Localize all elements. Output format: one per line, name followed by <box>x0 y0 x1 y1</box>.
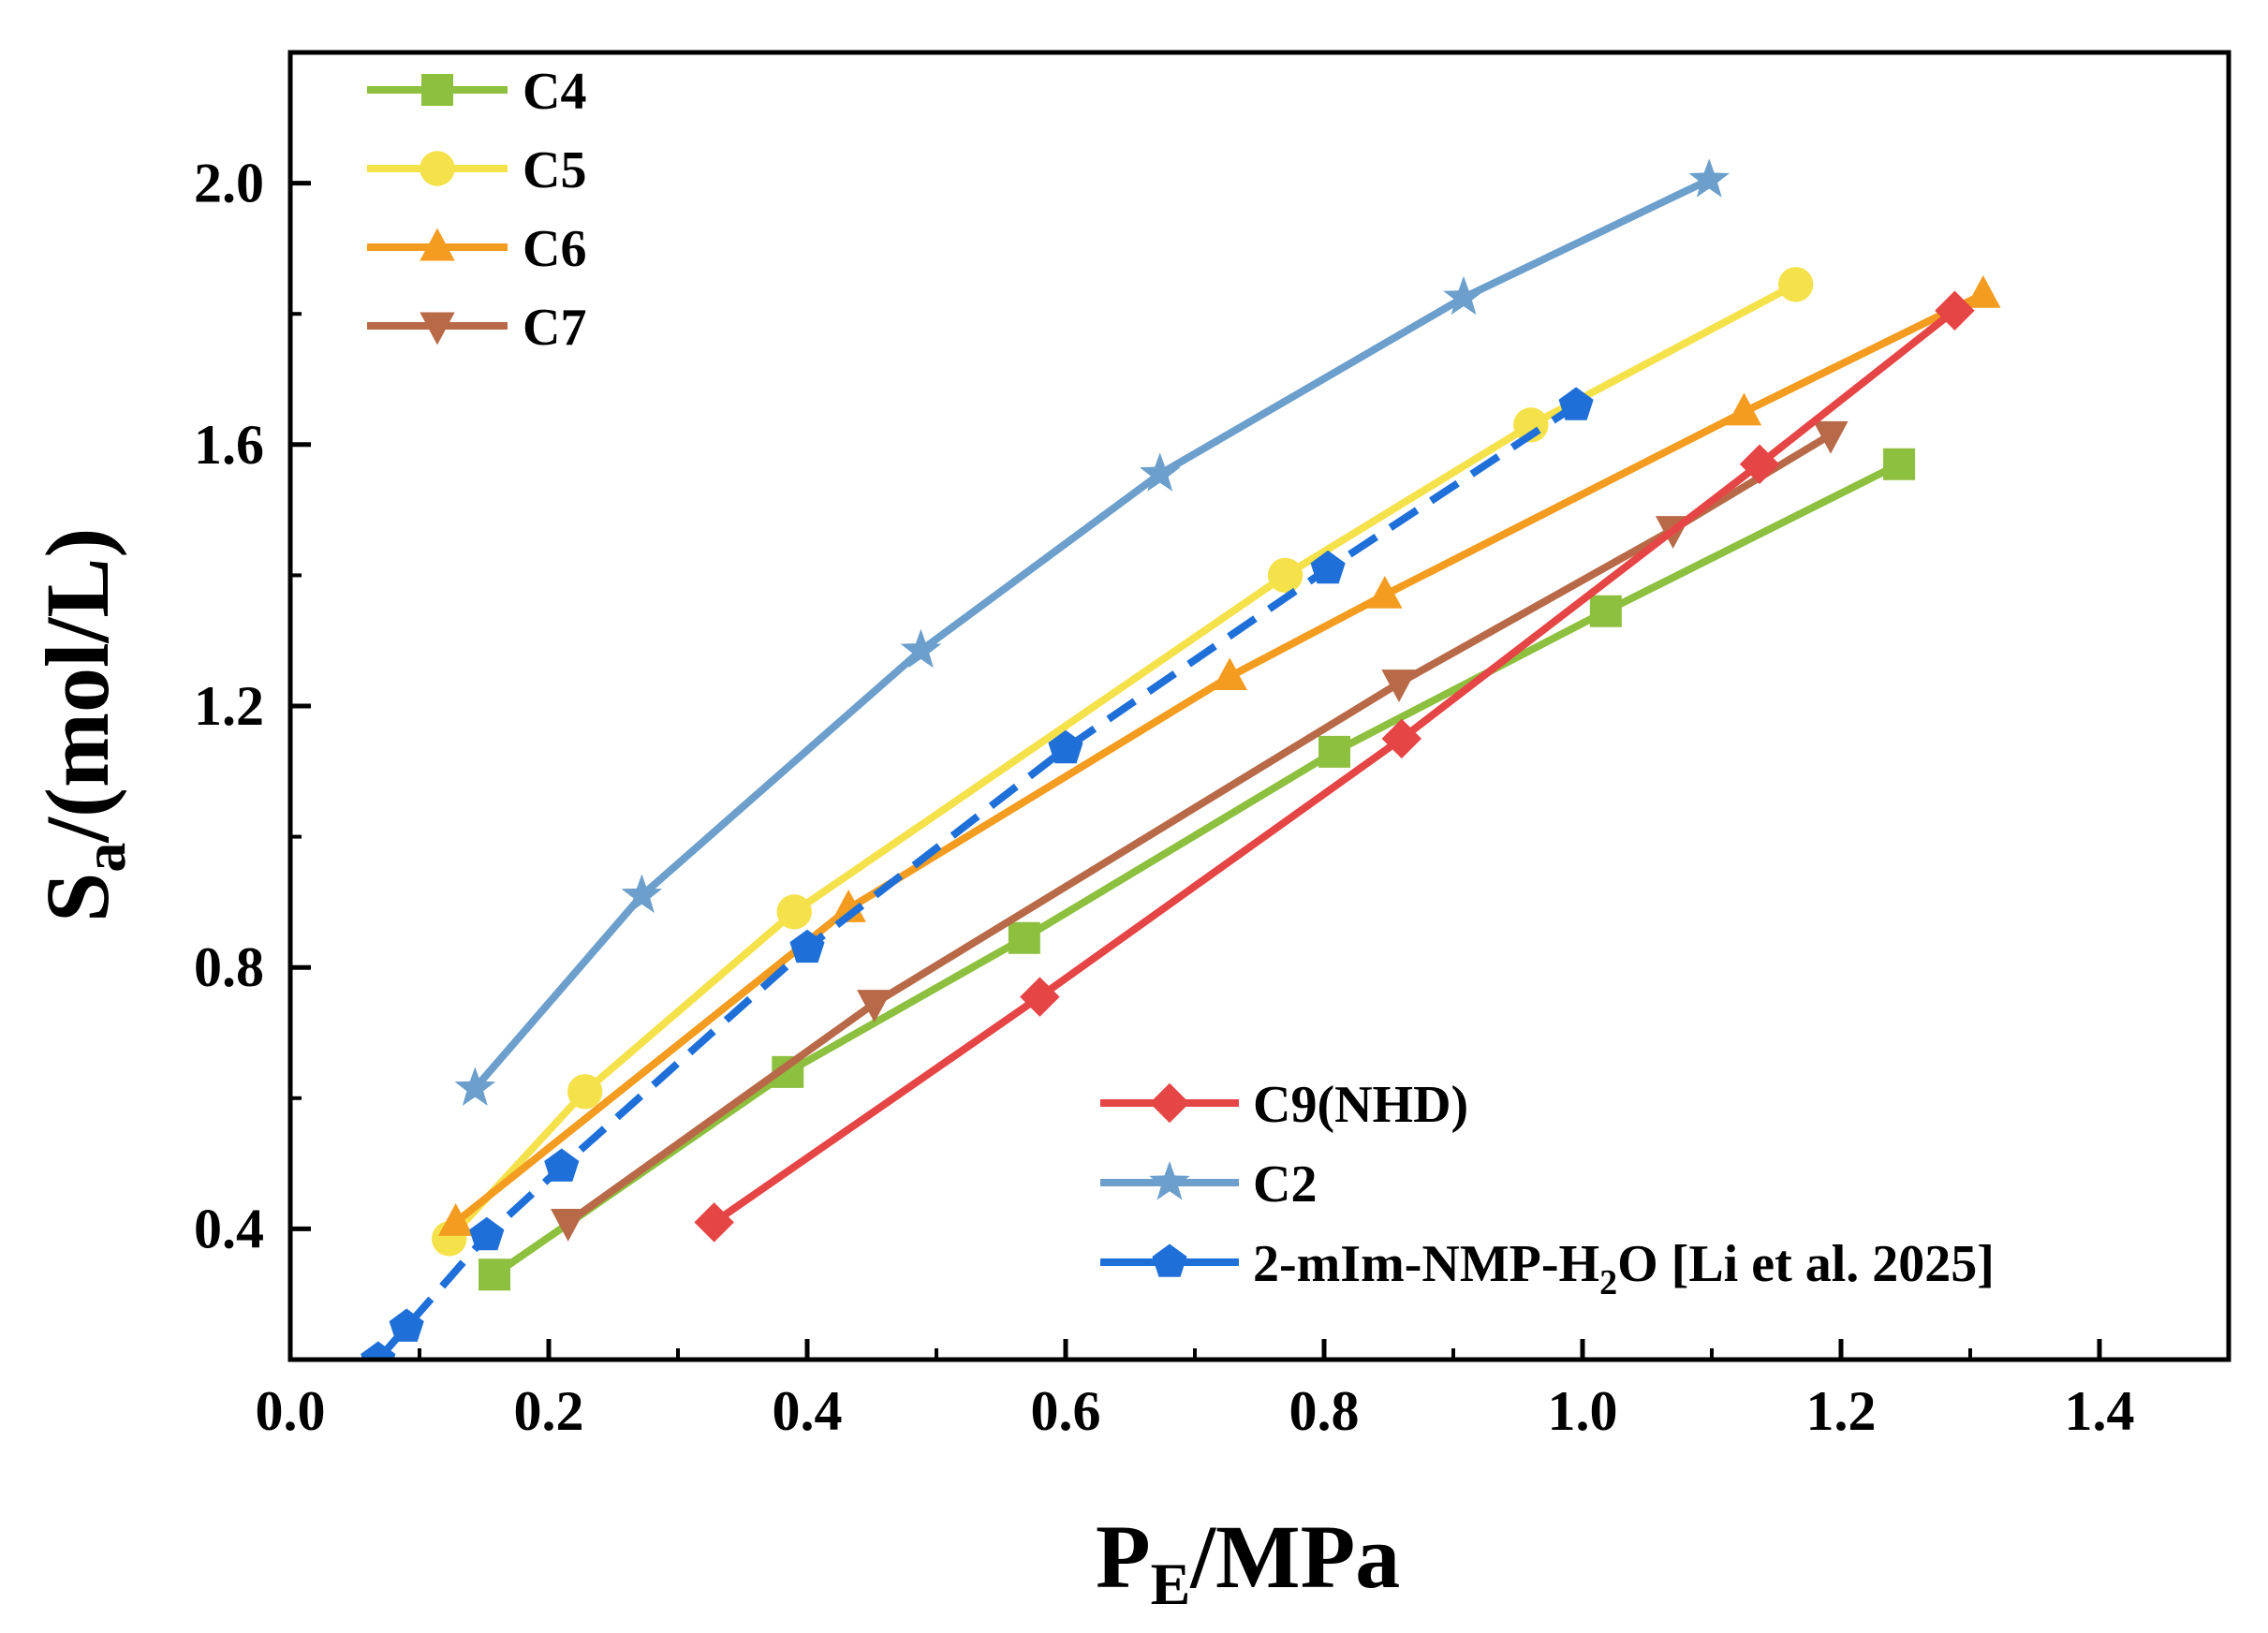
data-point-c6-5 <box>1726 392 1762 426</box>
y-tick-label: 0.4 <box>194 1198 264 1259</box>
data-point-c6-6 <box>1966 274 2001 308</box>
data-point-2-mim-nmp-h2o-li-et-al-2025-4 <box>544 1148 580 1182</box>
legend-label-c5: C5 <box>523 141 586 199</box>
y-tick-label: 1.6 <box>194 414 264 476</box>
data-point-2-mim-nmp-h2o-li-et-al-2025-8 <box>1558 387 1594 420</box>
legend-label-c9-nhd: C9(NHD) <box>1253 1076 1468 1134</box>
legend-entry-2-mim-nmp-h2o-li-et-al-2025: 2-mIm-NMP-H2O [Li et al. 2025] <box>1100 1235 1995 1302</box>
legend-label-2-mim-nmp-h2o-li-et-al-2025: 2-mIm-NMP-H2O [Li et al. 2025] <box>1253 1235 1995 1302</box>
x-tick-label: 1.2 <box>1806 1380 1877 1442</box>
legend-entry-c2: C2 <box>1100 1155 1317 1214</box>
y-axis-title: Sa/(mol/L) <box>27 528 138 922</box>
data-point-c7-2 <box>857 990 892 1022</box>
x-tick-label: 1.4 <box>2065 1380 2135 1442</box>
legend-marker-c7 <box>420 312 455 346</box>
data-point-c5-6 <box>1778 267 1814 302</box>
legend-top-left: C4 C5 C6 C7 <box>367 63 586 357</box>
legend-label-c4: C4 <box>523 63 586 121</box>
data-point-2-mim-nmp-h2o-li-et-al-2025-1 <box>361 1341 396 1360</box>
legend-entry-c4: C4 <box>367 63 586 121</box>
y-tick-label: 1.2 <box>194 675 264 737</box>
data-point-c6-3 <box>1212 657 1247 691</box>
data-point-c7-5 <box>1813 420 1848 454</box>
data-point-c2-3 <box>900 628 942 669</box>
data-point-c2-6 <box>1688 158 1730 198</box>
data-point-c4-3 <box>1008 921 1040 954</box>
data-point-2-mim-nmp-h2o-li-et-al-2025-2 <box>389 1308 424 1342</box>
data-point-c9-nhd-1 <box>694 1202 734 1243</box>
data-point-c9-nhd-5 <box>1935 290 1975 331</box>
series-2-mim-nmp-h2o-li-et-al-2025 <box>361 387 1594 1360</box>
legend-entry-c9-nhd: C9(NHD) <box>1100 1076 1468 1134</box>
series-line-c4 <box>492 461 1901 1278</box>
series-layer <box>361 158 2001 1360</box>
data-point-c6-2 <box>831 889 866 922</box>
x-tick-label: 1.0 <box>1548 1380 1618 1442</box>
series-c6 <box>437 274 2001 1236</box>
data-point-c7-3 <box>1381 669 1417 702</box>
legend-marker-c5 <box>420 151 455 186</box>
data-point-c7-1 <box>551 1208 586 1242</box>
data-point-2-mim-nmp-h2o-li-et-al-2025-5 <box>789 929 825 964</box>
legend-marker-2-mim-nmp-h2o-li-et-al-2025 <box>1152 1243 1187 1277</box>
legend-entry-c7: C7 <box>367 299 586 357</box>
data-point-c5-2 <box>567 1074 603 1110</box>
legend-bottom-right: C9(NHD) C2 2-mIm-NMP-H2O [Li et al. 2025] <box>1100 1076 1995 1302</box>
x-axis-title: PE/MPa <box>1096 1507 1400 1617</box>
x-tick-label: 0.0 <box>256 1380 326 1442</box>
legend-marker-c6 <box>420 228 455 261</box>
data-point-c2-4 <box>1139 452 1181 492</box>
y-tick-label: 0.8 <box>194 936 264 998</box>
legend-label-c6: C6 <box>523 220 586 278</box>
series-c7 <box>551 420 1848 1242</box>
data-point-c2-5 <box>1443 275 1484 316</box>
legend-label-c7: C7 <box>523 299 586 357</box>
data-point-c9-nhd-2 <box>1020 977 1060 1017</box>
data-point-c4-6 <box>1883 448 1916 480</box>
data-point-c2-1 <box>454 1067 496 1106</box>
data-point-2-mim-nmp-h2o-li-et-al-2025-3 <box>469 1216 505 1251</box>
legend-marker-c2 <box>1149 1161 1190 1200</box>
series-c9-nhd <box>694 290 1975 1243</box>
x-tick-label: 0.4 <box>773 1380 843 1442</box>
x-tick-label: 0.8 <box>1289 1380 1360 1442</box>
axes-layer: 0.0 0.2 0.4 0.6 0.8 1.0 1.2 1.4 0.4 0.8 1.2 1.6 2.0 <box>194 153 2135 1442</box>
x-tick-label: 0.2 <box>514 1380 584 1442</box>
x-tick-label: 0.6 <box>1031 1380 1101 1442</box>
legend-entry-c5: C5 <box>367 141 586 199</box>
data-point-c5-4 <box>1267 557 1303 594</box>
series-line-c2 <box>472 176 1711 1091</box>
data-point-2-mim-nmp-h2o-li-et-al-2025-7 <box>1310 550 1346 584</box>
data-point-c6-1 <box>437 1203 474 1236</box>
series-c2 <box>454 158 1730 1106</box>
data-point-c4-1 <box>479 1258 511 1291</box>
series-line-c6 <box>453 290 1985 1226</box>
legend-marker-c9-nhd <box>1149 1082 1190 1124</box>
data-point-c4-4 <box>1318 735 1351 768</box>
series-c4 <box>479 448 1916 1291</box>
series-line-2-mim-nmp-h2o-li-et-al-2025 <box>375 402 1579 1360</box>
data-point-c9-nhd-3 <box>1381 718 1422 759</box>
data-point-c5-3 <box>776 894 812 930</box>
legend-entry-c6: C6 <box>367 220 586 278</box>
data-point-2-mim-nmp-h2o-li-et-al-2025-6 <box>1048 729 1083 764</box>
data-point-c4-5 <box>1589 595 1622 627</box>
data-point-c2-2 <box>621 874 663 913</box>
legend-marker-c4 <box>421 74 453 106</box>
legend-label-c2: C2 <box>1253 1155 1317 1214</box>
legend-layer: C4 C5 C6 C7 C9(NHD) C2 2-mIm-NMP-H2O [Li et a… <box>367 63 1995 1302</box>
data-point-c9-nhd-4 <box>1739 444 1780 484</box>
data-point-c6-4 <box>1367 575 1403 609</box>
y-tick-label: 2.0 <box>194 153 264 214</box>
